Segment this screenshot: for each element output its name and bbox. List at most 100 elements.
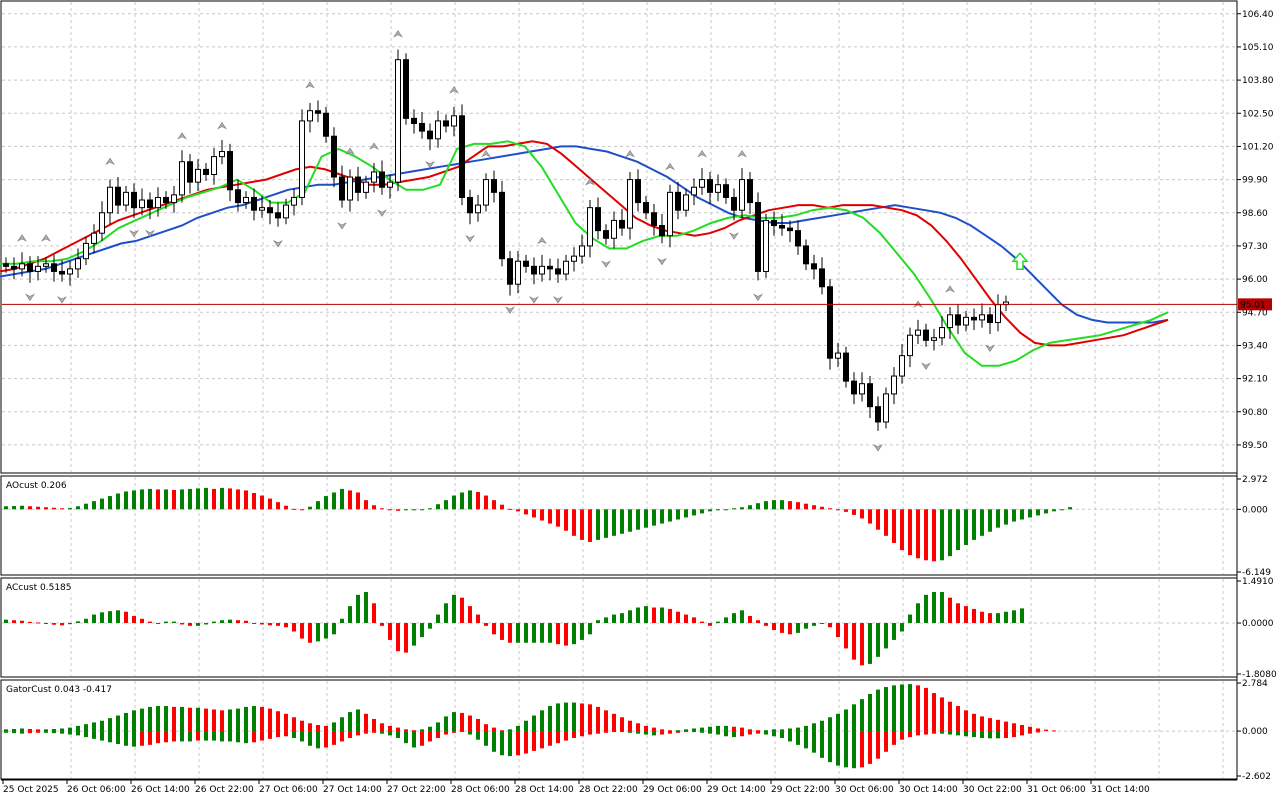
AOcust-bar	[532, 509, 536, 518]
candle-body-bull	[291, 196, 297, 206]
candle	[571, 247, 577, 272]
ACcust-bar	[548, 623, 552, 643]
ACcust-bar	[1020, 608, 1024, 624]
GatorCust-bar	[388, 731, 392, 736]
AOcust-bar	[612, 509, 616, 536]
GatorCust-bar	[812, 731, 816, 753]
GatorCust-bar	[884, 731, 888, 752]
candle-body-bear	[731, 196, 737, 211]
price-y-tick-label: 96.00	[1242, 275, 1268, 285]
ACcust-bar	[252, 623, 256, 625]
GatorCust-bar	[356, 709, 360, 732]
candle	[971, 308, 977, 331]
candle	[643, 196, 649, 220]
AOcust-bar	[60, 508, 64, 510]
alligator-jaw-line	[0, 145, 1169, 324]
candle	[19, 252, 25, 277]
candle-body-bull	[91, 232, 97, 244]
GatorCust-bar	[628, 720, 632, 732]
ACcust-bar	[164, 621, 168, 624]
AOcust-bar	[756, 503, 760, 510]
candle	[635, 169, 641, 212]
candle-body-bear	[403, 59, 409, 119]
candle-body-bull	[579, 245, 585, 257]
GatorCust-bar	[788, 731, 792, 742]
fractal-down-arrow-icon	[505, 306, 515, 314]
ACcust-y-tick-label: -1.8080	[1242, 670, 1277, 680]
ACcust-bar	[44, 623, 48, 625]
GatorCust-bar	[164, 706, 168, 732]
AOcust-bar	[820, 506, 824, 510]
candle	[219, 140, 225, 165]
GatorCust-bar	[116, 715, 120, 732]
GatorCust-bar	[276, 731, 280, 738]
x-tick-label: 30 Oct 06:00	[835, 785, 894, 795]
GatorCust-bar	[340, 731, 344, 742]
GatorCust-bar	[372, 718, 376, 732]
AOcust-bar	[572, 509, 576, 536]
candle-body-bull	[219, 151, 225, 158]
GatorCust-bar	[348, 712, 352, 732]
fractal-down-arrow-icon	[921, 362, 931, 370]
GatorCust-bar	[404, 729, 408, 732]
GatorCust-bar	[1036, 731, 1040, 733]
fractal-up-arrow-icon	[345, 147, 355, 155]
AOcust-bar	[596, 509, 600, 540]
GatorCust-bar	[812, 723, 816, 732]
ACcust-bar	[588, 623, 592, 635]
GatorCust-bar	[684, 729, 688, 732]
GatorCust-bar	[836, 713, 840, 732]
GatorCust-bar	[524, 720, 528, 732]
x-tick-label: 26 Oct 06:00	[67, 785, 126, 795]
GatorCust-bar	[356, 731, 360, 736]
candle	[667, 184, 673, 248]
GatorCust-bar	[556, 731, 560, 744]
fractal-up-arrow-icon	[449, 86, 459, 94]
GatorCust-bar	[1012, 731, 1016, 738]
candle	[827, 279, 833, 370]
ACcust-bar	[996, 613, 1000, 624]
AOcust-bar	[1012, 509, 1016, 522]
candle	[651, 203, 657, 236]
price-y-tick-label: 103.80	[1242, 76, 1274, 86]
GatorCust-bar	[740, 727, 744, 732]
fractal-up-arrow-icon	[17, 234, 27, 242]
candle	[555, 258, 561, 283]
candle-body-bull	[139, 199, 145, 209]
x-tick-label: 28 Oct 22:00	[579, 785, 638, 795]
candle-body-bull	[371, 171, 377, 183]
AOcust-y-tick-label: 2.972	[1242, 475, 1268, 485]
AOcust-bar	[716, 509, 720, 511]
x-tick-label: 26 Oct 14:00	[131, 785, 190, 795]
GatorCust-bar	[164, 731, 168, 743]
AOcust-bar	[836, 509, 840, 511]
candle	[59, 259, 65, 282]
ACcust-bar	[700, 621, 704, 624]
GatorCust-bar	[380, 731, 384, 734]
GatorCust-bar	[548, 706, 552, 732]
candle-body-bull	[179, 161, 185, 196]
AOcust-bar	[196, 488, 200, 510]
ACcust-y-tick-label: 0.0000	[1242, 619, 1274, 629]
AOcust-bar	[372, 505, 376, 510]
indicator-label-bg	[3, 478, 77, 491]
ACcust-bar	[324, 623, 328, 639]
x-tick-label: 25 Oct 2025	[3, 785, 59, 795]
candle	[579, 234, 585, 264]
GatorCust-bar	[428, 731, 432, 742]
candle-body-bull	[107, 186, 113, 214]
GatorCust-bar	[844, 731, 848, 768]
GatorCust-bar	[268, 708, 272, 732]
GatorCust-bar	[1044, 729, 1048, 732]
GatorCust-bar	[492, 727, 496, 732]
GatorCust-bar	[588, 731, 592, 735]
GatorCust-bar	[228, 709, 232, 732]
candle	[763, 214, 769, 278]
AOcust-bar	[268, 498, 272, 510]
candle	[83, 237, 89, 266]
x-tick-label: 28 Oct 14:00	[515, 785, 574, 795]
GatorCust-bar	[620, 717, 624, 732]
candle-body-bull	[611, 219, 617, 239]
AOcust-bar	[812, 505, 816, 510]
